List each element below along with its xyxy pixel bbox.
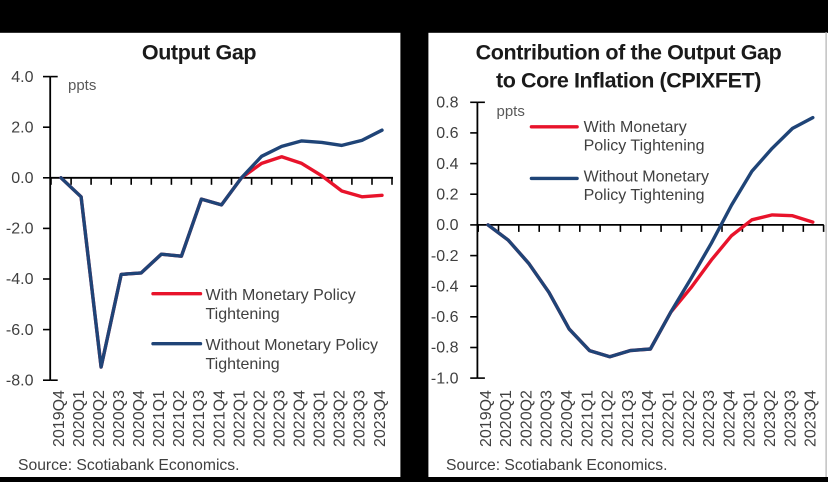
svg-text:Without Monetary Policy: Without Monetary Policy [206, 337, 379, 354]
svg-text:2023Q3: 2023Q3 [782, 390, 799, 447]
svg-text:2021Q2: 2021Q2 [171, 390, 188, 447]
svg-text:2023Q1: 2023Q1 [312, 390, 329, 447]
svg-text:2020Q2: 2020Q2 [91, 390, 108, 447]
svg-text:4.0: 4.0 [11, 69, 33, 86]
svg-text:2022Q2: 2022Q2 [681, 390, 698, 447]
svg-text:Output Gap: Output Gap [142, 41, 256, 65]
svg-text:2023Q2: 2023Q2 [762, 390, 779, 447]
svg-text:to Core Inflation (CPIXFET): to Core Inflation (CPIXFET) [496, 68, 761, 92]
svg-text:2020Q3: 2020Q3 [539, 390, 556, 447]
svg-text:Policy Tightening: Policy Tightening [584, 138, 705, 155]
svg-text:With Monetary: With Monetary [584, 119, 687, 136]
svg-text:0.6: 0.6 [436, 125, 458, 142]
svg-text:2021Q3: 2021Q3 [191, 390, 208, 447]
svg-text:-4.0: -4.0 [6, 271, 34, 288]
svg-text:2021Q3: 2021Q3 [620, 390, 637, 447]
svg-text:2021Q1: 2021Q1 [579, 390, 596, 447]
svg-text:Without Monetary: Without Monetary [584, 169, 709, 186]
svg-text:-0.2: -0.2 [431, 248, 459, 265]
svg-text:0.4: 0.4 [436, 156, 458, 173]
svg-text:2023Q1: 2023Q1 [742, 390, 759, 447]
svg-text:2021Q4: 2021Q4 [640, 390, 657, 447]
svg-text:2022Q1: 2022Q1 [661, 390, 678, 447]
svg-text:2.0: 2.0 [11, 119, 33, 136]
svg-text:Policy Tightening: Policy Tightening [584, 187, 705, 204]
svg-text:-6.0: -6.0 [6, 322, 34, 339]
svg-text:2021Q1: 2021Q1 [151, 390, 168, 447]
svg-text:2022Q2: 2022Q2 [251, 390, 268, 447]
svg-text:Source: Scotiabank Economics.: Source: Scotiabank Economics. [18, 457, 239, 474]
svg-text:0.0: 0.0 [11, 170, 33, 187]
svg-text:0.8: 0.8 [436, 95, 458, 112]
svg-text:Source: Scotiabank Economics.: Source: Scotiabank Economics. [446, 457, 667, 474]
svg-text:2020Q1: 2020Q1 [71, 390, 88, 447]
svg-text:2023Q4: 2023Q4 [372, 390, 389, 447]
svg-text:2021Q4: 2021Q4 [211, 390, 228, 447]
svg-text:Contribution of the Output Gap: Contribution of the Output Gap [476, 41, 782, 65]
svg-text:-0.4: -0.4 [431, 278, 459, 295]
svg-text:2020Q3: 2020Q3 [111, 390, 128, 447]
svg-text:2021Q2: 2021Q2 [600, 390, 617, 447]
svg-text:-0.8: -0.8 [431, 340, 459, 357]
svg-text:-8.0: -8.0 [6, 372, 34, 389]
svg-text:2019Q4: 2019Q4 [478, 390, 495, 447]
svg-text:0.2: 0.2 [436, 186, 458, 203]
svg-text:2022Q1: 2022Q1 [231, 390, 248, 447]
svg-text:ppts: ppts [497, 103, 525, 120]
svg-text:2022Q3: 2022Q3 [701, 390, 718, 447]
svg-text:2020Q4: 2020Q4 [559, 390, 576, 447]
svg-text:-1.0: -1.0 [431, 370, 459, 387]
svg-text:With Monetary Policy: With Monetary Policy [206, 287, 356, 304]
svg-text:2020Q2: 2020Q2 [518, 390, 535, 447]
svg-text:Tightening: Tightening [206, 306, 280, 323]
svg-text:ppts: ppts [68, 77, 96, 94]
svg-text:0.0: 0.0 [436, 217, 458, 234]
svg-text:2020Q1: 2020Q1 [498, 390, 515, 447]
svg-text:2022Q4: 2022Q4 [292, 390, 309, 447]
svg-text:2023Q3: 2023Q3 [352, 390, 369, 447]
svg-text:2020Q4: 2020Q4 [131, 390, 148, 447]
svg-text:-0.6: -0.6 [431, 309, 459, 326]
svg-text:-2.0: -2.0 [6, 221, 34, 238]
svg-text:2023Q2: 2023Q2 [332, 390, 349, 447]
svg-text:2022Q4: 2022Q4 [721, 390, 738, 447]
svg-text:2023Q4: 2023Q4 [803, 390, 820, 447]
svg-text:2019Q4: 2019Q4 [51, 390, 68, 447]
svg-text:Tightening: Tightening [206, 356, 280, 373]
svg-text:2022Q3: 2022Q3 [272, 390, 289, 447]
